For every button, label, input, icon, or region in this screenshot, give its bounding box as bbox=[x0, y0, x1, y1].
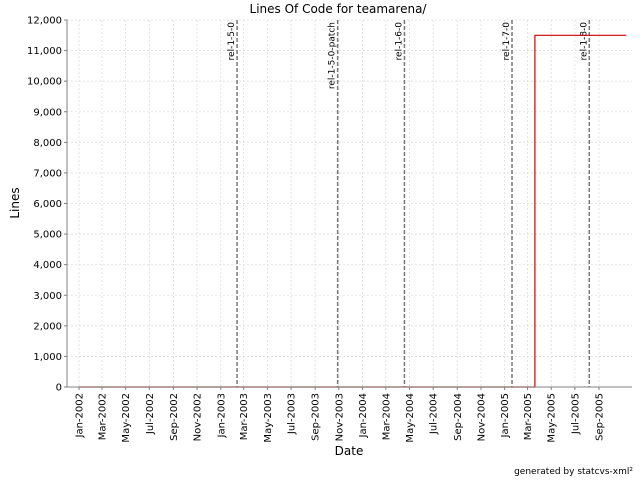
y-tick-label: 8,000 bbox=[33, 138, 62, 149]
y-tick-label: 6,000 bbox=[33, 199, 62, 210]
y-tick-label: 5,000 bbox=[33, 230, 62, 241]
x-tick-label: May-2003 bbox=[263, 393, 274, 443]
plot-background bbox=[67, 20, 632, 387]
x-tick-label: Jan-2005 bbox=[500, 393, 511, 438]
y-tick-labels: 0 1,000 2,000 3,000 4,000 5,000 6,000 7,000 8,00… bbox=[27, 16, 62, 394]
x-tick-label: Sep-2002 bbox=[169, 393, 180, 441]
axes bbox=[64, 19, 632, 390]
x-tick-label: Mar-2003 bbox=[239, 393, 250, 440]
y-tick-label: 0 bbox=[56, 383, 62, 394]
x-tick-label: Jan-2004 bbox=[358, 393, 369, 438]
x-tick-label: Sep-2004 bbox=[453, 393, 464, 441]
y-tick-label: 1,000 bbox=[33, 352, 62, 363]
x-tick-label: Nov-2003 bbox=[334, 393, 345, 441]
x-tick-label: Sep-2003 bbox=[311, 393, 322, 441]
plot-area bbox=[67, 20, 632, 387]
release-markers: rel-1-5-0 rel-1-5-0-patch rel-1-6-0 rel-1-7… bbox=[227, 20, 591, 387]
y-tick-label: 4,000 bbox=[33, 260, 62, 271]
y-tick-label: 7,000 bbox=[33, 168, 62, 179]
y-tick-label: 10,000 bbox=[27, 77, 62, 88]
x-tick-label: Jul-2004 bbox=[429, 393, 440, 435]
y-tick-label: 9,000 bbox=[33, 107, 62, 118]
generator-credit: generated by statcvs-xml² bbox=[514, 467, 633, 477]
x-tick-label: Sep-2005 bbox=[594, 393, 605, 441]
x-axis-label: Date bbox=[335, 444, 364, 458]
x-tick-label: Jul-2003 bbox=[287, 393, 298, 435]
grid-lines bbox=[67, 19, 632, 388]
x-tick-label: May-2002 bbox=[121, 393, 132, 443]
release-marker-label: rel-1-5-0-patch bbox=[328, 22, 338, 89]
x-tick-label: Jul-2005 bbox=[570, 393, 581, 435]
release-marker-label: rel-1-6-0 bbox=[394, 22, 404, 61]
chart-title: Lines Of Code for teamarena/ bbox=[250, 2, 428, 16]
release-marker-label: rel-1-7-0 bbox=[502, 22, 512, 61]
release-marker-label: rel-1-8-0 bbox=[579, 22, 589, 61]
release-marker-label: rel-1-5-0 bbox=[227, 22, 237, 61]
x-tick-label: May-2004 bbox=[405, 393, 416, 443]
x-tick-label: Jan-2002 bbox=[75, 393, 86, 438]
y-axis-label: Lines bbox=[8, 187, 22, 218]
x-tick-label: Jul-2002 bbox=[145, 393, 156, 435]
y-tick-label: 11,000 bbox=[27, 46, 62, 57]
x-tick-label: Mar-2005 bbox=[523, 393, 534, 440]
x-tick-label: Nov-2002 bbox=[193, 393, 204, 441]
x-tick-label: Mar-2004 bbox=[381, 393, 392, 440]
y-tick-label: 12,000 bbox=[27, 16, 62, 27]
x-tick-label: Mar-2002 bbox=[97, 393, 108, 440]
y-tick-label: 3,000 bbox=[33, 291, 62, 302]
x-tick-labels: Jan-2002 Mar-2002 May-2002 Jul-2002 Sep-2002… bbox=[75, 393, 606, 443]
x-tick-label: May-2005 bbox=[547, 393, 558, 443]
y-tick-label: 2,000 bbox=[33, 321, 62, 332]
x-tick-label: Nov-2004 bbox=[476, 393, 487, 441]
x-tick-label: Jan-2003 bbox=[216, 393, 227, 438]
